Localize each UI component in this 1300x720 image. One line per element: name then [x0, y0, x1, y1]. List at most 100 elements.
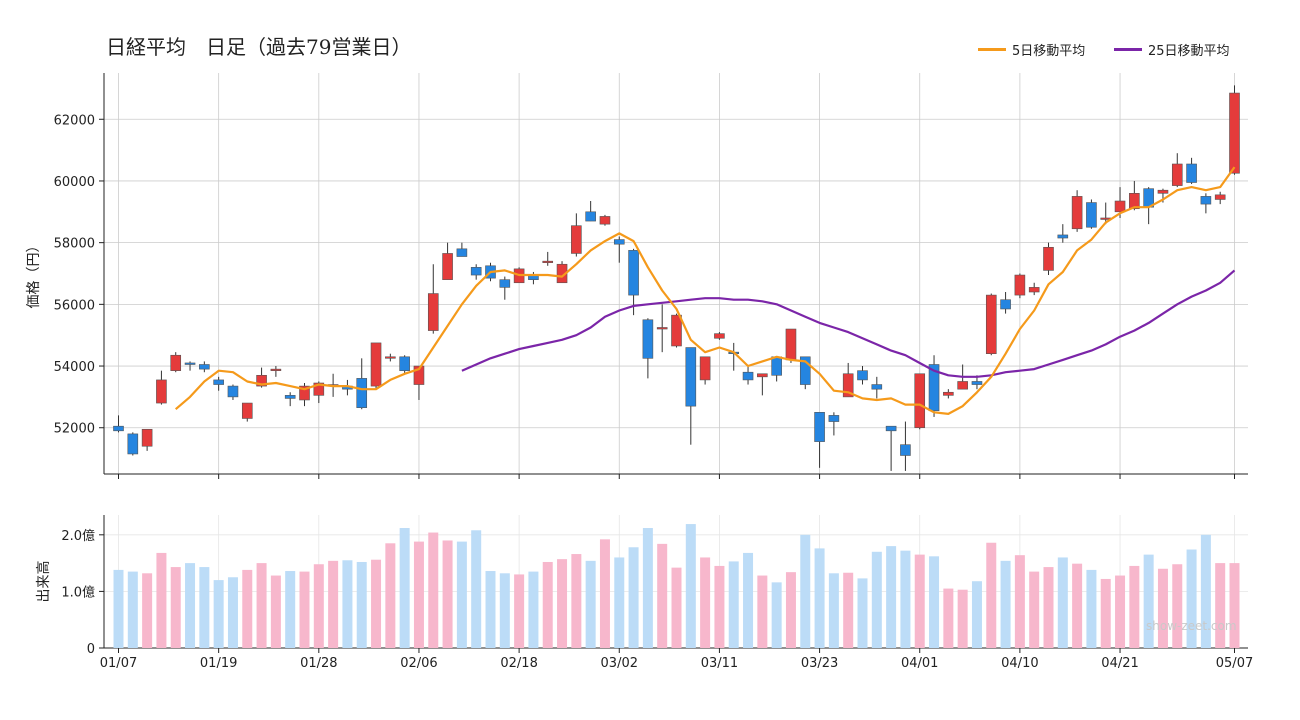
- volume-bar: [685, 524, 696, 648]
- x-tick-label: 03/23: [801, 656, 838, 671]
- volume-bar: [628, 547, 639, 648]
- price-tick-label: 52000: [54, 422, 95, 437]
- candle-body: [256, 374, 267, 387]
- x-tick-label: 01/07: [100, 656, 137, 671]
- candle-body: [699, 356, 711, 381]
- candle-body: [900, 444, 911, 456]
- candle-body: [1200, 196, 1212, 205]
- volume-bar: [585, 560, 596, 648]
- candle-body: [1114, 200, 1126, 213]
- candle-body: [771, 356, 782, 376]
- legend-ma25: 25日移動平均: [1114, 40, 1230, 59]
- volume-bar: [871, 551, 882, 648]
- volume-bar: [156, 552, 167, 648]
- volume-bar: [971, 581, 982, 648]
- volume-bar: [499, 573, 510, 648]
- candle-body: [385, 356, 396, 359]
- x-tick-label: 03/02: [601, 656, 638, 671]
- candle-body: [799, 356, 811, 385]
- volume-tick-label: 2.0億: [61, 528, 95, 544]
- volume-bar: [413, 541, 424, 648]
- volume-bar: [1057, 557, 1068, 648]
- ma5-line: [174, 166, 1236, 415]
- volume-bar: [757, 575, 768, 648]
- volume-bar: [599, 539, 610, 648]
- candle-body: [213, 379, 224, 385]
- candle-body: [427, 293, 439, 331]
- candle-body: [613, 239, 625, 245]
- candle-body: [885, 425, 897, 432]
- volume-bar: [471, 530, 482, 648]
- volume-bar: [1014, 555, 1025, 648]
- candle-body: [957, 381, 968, 390]
- candle-body: [971, 381, 983, 385]
- x-tick-label: 04/10: [1001, 656, 1038, 671]
- volume-bar: [671, 567, 682, 648]
- candle-body: [413, 365, 425, 385]
- volume-bar: [528, 571, 539, 648]
- volume-bar: [328, 560, 339, 648]
- volume-bar: [614, 557, 625, 648]
- volume-bar: [299, 571, 310, 648]
- candle-body: [757, 373, 768, 378]
- candle-body: [943, 391, 954, 396]
- volume-bar: [1043, 567, 1054, 648]
- volume-bar: [957, 589, 968, 648]
- candle-body: [571, 225, 582, 254]
- legend-ma5: 5日移動平均: [978, 40, 1085, 59]
- volume-bar: [771, 582, 782, 648]
- candle-body: [828, 415, 840, 422]
- legend-ma25-swatch: [1114, 48, 1142, 51]
- candle-body: [599, 216, 611, 225]
- candle-body: [842, 373, 854, 398]
- candle-body: [1214, 194, 1226, 200]
- candle-body: [857, 370, 868, 381]
- candle-body: [184, 362, 196, 365]
- x-tick-label: 02/18: [500, 656, 537, 671]
- volume-bar: [456, 541, 467, 648]
- candle-body: [399, 356, 410, 371]
- candle-body: [370, 342, 382, 387]
- volume-bar: [356, 561, 367, 648]
- price-tick-label: 58000: [54, 237, 95, 252]
- volume-bar: [242, 569, 253, 648]
- candle-body: [685, 347, 697, 407]
- x-tick-label: 05/07: [1216, 656, 1253, 671]
- price-tick-label: 62000: [54, 113, 95, 128]
- candle-body: [914, 373, 926, 429]
- volume-bar: [227, 577, 238, 648]
- volume-bar: [1086, 569, 1097, 648]
- candle-body: [499, 279, 511, 288]
- candle-body: [470, 267, 482, 276]
- volume-bar: [1100, 578, 1111, 648]
- volume-bar: [943, 588, 954, 648]
- volume-bar: [714, 565, 725, 648]
- candle-body: [1000, 299, 1011, 310]
- volume-bar: [929, 556, 940, 648]
- candle-body: [1043, 246, 1054, 271]
- candle-body: [1071, 196, 1083, 230]
- volume-bar: [743, 552, 754, 648]
- volume-bar: [342, 560, 353, 648]
- price-tick-label: 60000: [54, 175, 95, 190]
- volume-bar: [1115, 575, 1126, 648]
- volume-bar: [557, 559, 568, 648]
- volume-bar: [213, 580, 224, 648]
- volume-bar: [1200, 534, 1211, 648]
- volume-bar: [886, 546, 897, 648]
- volume-bar: [313, 564, 324, 648]
- volume-bar: [185, 563, 196, 648]
- volume-bar: [371, 559, 382, 648]
- candle-body: [656, 327, 668, 330]
- candle-body: [456, 248, 468, 257]
- volume-bar: [1129, 565, 1140, 648]
- volume-bar: [542, 561, 553, 648]
- candle-body: [284, 395, 296, 399]
- candle-body: [356, 378, 368, 408]
- candle-body: [742, 371, 754, 381]
- candle-body: [1171, 163, 1183, 186]
- volume-bar: [1000, 560, 1011, 648]
- volume-bar: [828, 573, 839, 648]
- candle-body: [785, 328, 797, 361]
